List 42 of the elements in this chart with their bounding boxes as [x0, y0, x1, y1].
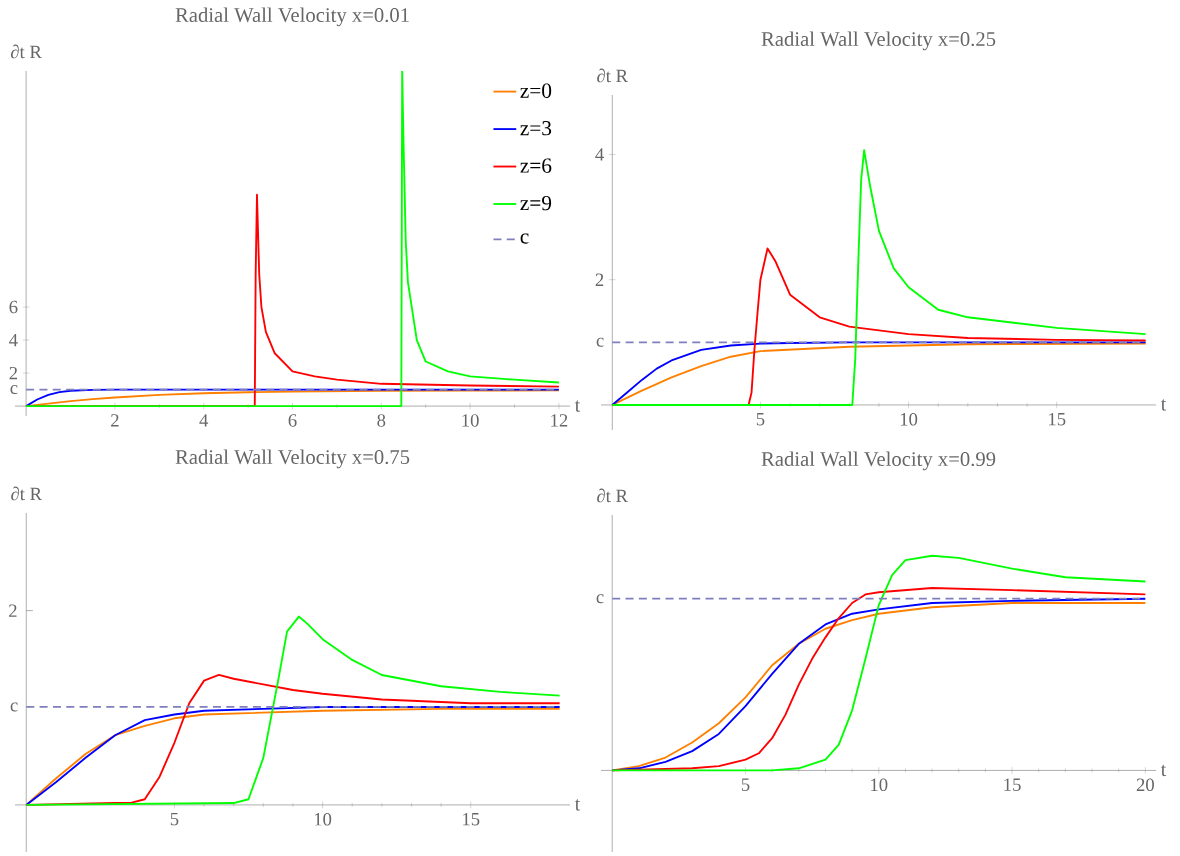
- chart-title: Radial Wall Velocity x=0.25: [761, 31, 996, 51]
- chart-title: Radial Wall Velocity x=0.75: [175, 449, 410, 469]
- ref-line-label: c: [10, 702, 18, 712]
- x-tick-label: 15: [1004, 778, 1021, 791]
- x-axis-title: t: [574, 400, 581, 412]
- x-tick-label: 5: [756, 412, 765, 426]
- y-tick-label: 6: [9, 300, 18, 314]
- line-series: [25, 70, 560, 408]
- x-tick-label: 8: [377, 414, 386, 427]
- x-tick-label: 5: [170, 812, 179, 826]
- y-axis-title: ∂t R: [597, 68, 628, 83]
- x-tick-label: 5: [741, 778, 750, 791]
- x-tick-label: 12: [551, 414, 568, 427]
- line-series: [611, 149, 1147, 406]
- y-tick-label: 2: [9, 366, 18, 380]
- x-tick-label: 20: [1136, 778, 1154, 792]
- legend-label: z=9: [520, 195, 552, 211]
- legend-label: z=6: [520, 158, 552, 173]
- x-axis-title: t: [1160, 764, 1167, 777]
- y-axis-title: ∂t R: [10, 44, 42, 59]
- x-axis-title: t: [1160, 399, 1167, 411]
- chart-title: Radial Wall Velocity x=0.99: [761, 451, 996, 471]
- y-axis-title: ∂t R: [11, 486, 42, 501]
- y-tick-label: 4: [9, 333, 18, 347]
- legend-label: z=0: [520, 83, 552, 98]
- y-axis-title: ∂t R: [597, 488, 628, 503]
- x-tick-label: 10: [462, 414, 479, 427]
- x-tick-label: 15: [463, 812, 480, 826]
- ref-line-label: c: [596, 337, 604, 347]
- x-tick-label: 4: [199, 414, 209, 427]
- chart-title: Radial Wall Velocity x=0.01: [175, 7, 409, 27]
- x-tick-label: 15: [1049, 412, 1066, 426]
- x-tick-label: 10: [314, 812, 332, 826]
- x-axis-title: t: [574, 799, 581, 811]
- text: c: [520, 233, 529, 244]
- x-tick-label: 2: [111, 414, 119, 427]
- x-tick-label: 6: [288, 414, 297, 427]
- legend-label: z=3: [520, 121, 552, 136]
- x-tick-label: 10: [900, 412, 918, 426]
- ref-line-label: c: [596, 594, 604, 604]
- x-tick-label: 10: [871, 778, 888, 792]
- ref-line-label: c: [10, 385, 18, 395]
